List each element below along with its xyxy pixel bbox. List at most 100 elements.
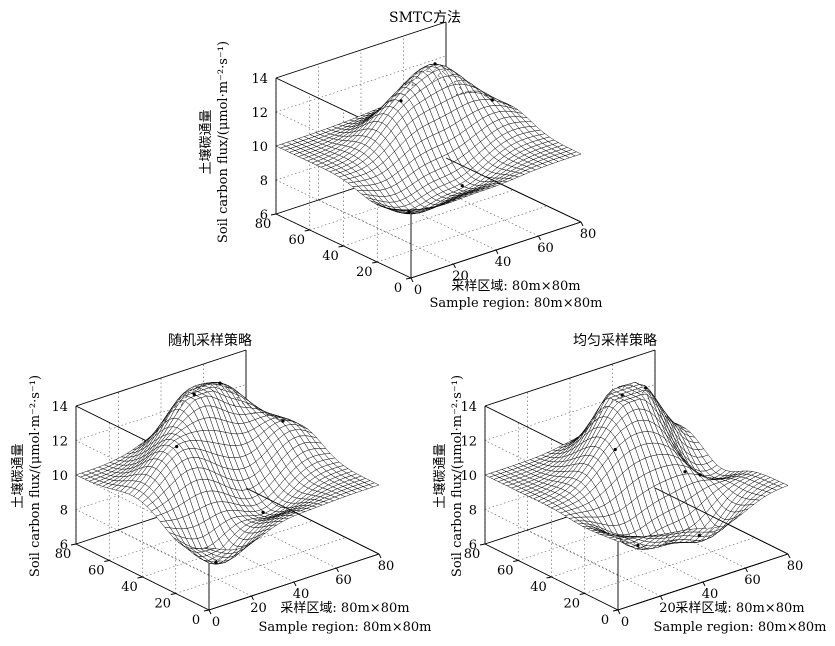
x-tick-label: 60 (335, 573, 352, 588)
axis-box-edge (445, 157, 582, 223)
z-tick-label: 8 (60, 504, 68, 519)
sample-point (683, 470, 687, 474)
y-tick (405, 277, 412, 280)
y-tick-label: 40 (121, 580, 138, 595)
y-tick-label: 60 (88, 564, 105, 579)
x-axis-label-cn: 采样区域: 80m×80m (451, 279, 580, 294)
y-tick-label: 80 (255, 217, 272, 232)
sample-point (261, 510, 265, 514)
z-axis-label: 土壤碳通量 Soil carbon flux/(μmol·m⁻²·s⁻¹) (198, 41, 231, 243)
surface-mesh (484, 381, 789, 550)
x-tick-label: 80 (580, 227, 597, 242)
y-tick-label: 20 (154, 597, 171, 612)
sample-point (460, 184, 464, 188)
z-axis-label-cn: 土壤碳通量 (432, 443, 448, 508)
z-tick-label: 14 (251, 72, 268, 87)
y-tick (372, 261, 378, 264)
grid-line (527, 529, 661, 597)
z-tick-label: 14 (51, 400, 68, 415)
x-tick (745, 567, 748, 573)
axis-box-edge (275, 21, 447, 79)
sample-point (407, 210, 411, 214)
y-tick-label: 20 (563, 597, 580, 612)
y-tick (513, 560, 519, 562)
y-tick (546, 576, 552, 579)
x-axis-label-en: Sample region: 80m×80m (258, 620, 431, 635)
y-tick (104, 560, 110, 562)
sample-point (644, 386, 648, 390)
sample-point (192, 392, 196, 397)
y-tick-label: 40 (530, 580, 547, 595)
grid-line (318, 199, 454, 265)
z-axis-label-en: Soil carbon flux/(μmol·m⁻²·s⁻¹) (28, 375, 43, 577)
z-axis-label: 土壤碳通量 Soil carbon flux/(μmol·m⁻²·s⁻¹) (432, 375, 465, 577)
sample-point (214, 560, 218, 565)
x-tick-label: 40 (702, 587, 719, 602)
x-tick-label: 20 (452, 269, 469, 284)
z-axis-label-en: Soil carbon flux/(μmol·m⁻²·s⁻¹) (450, 375, 465, 577)
y-tick (579, 593, 585, 595)
z-tick-label: 14 (460, 400, 477, 415)
x-tick-label: 60 (537, 241, 554, 256)
sample-point (613, 447, 617, 452)
y-tick-label: 0 (192, 613, 200, 628)
x-tick-label: 20 (250, 601, 267, 616)
x-axis-label-cn: 采样区域: 80m×80m (280, 601, 409, 616)
sample-point (218, 381, 222, 385)
x-tick (617, 609, 621, 615)
y-tick (170, 593, 176, 595)
x-tick-label: 0 (621, 615, 629, 630)
x-axis-label-en: Sample region: 80m×80m (653, 620, 826, 635)
sample-point (281, 419, 285, 423)
z-tick-label: 12 (460, 435, 477, 450)
mesh-cell (570, 151, 582, 157)
grid-line (75, 509, 210, 576)
y-tick-label: 80 (464, 547, 481, 562)
x-tick-label: 0 (212, 615, 220, 630)
z-tick-label: 10 (460, 469, 477, 484)
z-tick-label: 8 (469, 504, 477, 519)
y-tick-label: 40 (322, 249, 339, 264)
grid-line (569, 515, 704, 583)
grid-line (118, 529, 252, 597)
z-tick-label: 10 (51, 469, 68, 484)
x-tick-label: 40 (293, 587, 310, 602)
grid-line (377, 205, 548, 263)
x-tick-label: 20 (659, 601, 676, 616)
z-axis-label-cn: 土壤碳通量 (198, 109, 214, 174)
mesh-cell (777, 483, 789, 488)
axis-box-edge (245, 487, 380, 555)
x-tick-label: 60 (744, 573, 761, 588)
y-tick (612, 609, 619, 612)
x-axis-label-en: Sample region: 80m×80m (429, 296, 602, 311)
x-tick (495, 249, 499, 255)
z-tick-label: 12 (51, 435, 68, 450)
y-tick (203, 609, 210, 612)
plot-title: SMTC方法 (389, 10, 461, 26)
z-axis-label-cn: 土壤碳通量 (10, 443, 26, 508)
grid-line (584, 537, 755, 594)
surface-mesh (275, 63, 582, 215)
grid-line (612, 501, 746, 569)
x-tick (251, 595, 254, 601)
y-tick-label: 0 (601, 613, 609, 628)
x-tick-label: 80 (378, 559, 395, 574)
x-tick (208, 609, 212, 615)
grid-line (484, 509, 619, 576)
z-tick-label: 6 (60, 538, 68, 553)
z-tick-label: 8 (260, 174, 268, 189)
plot-title: 均匀采样策略 (573, 332, 657, 349)
plot-title: 随机采样策略 (168, 332, 252, 349)
x-tick (336, 567, 339, 573)
grid-line (160, 515, 295, 583)
x-tick-label: 40 (495, 255, 512, 270)
z-axis-label-en: Soil carbon flux/(μmol·m⁻²·s⁻¹) (216, 41, 231, 243)
x-tick (410, 277, 414, 283)
axis-box-edge (654, 487, 789, 555)
y-tick-label: 0 (394, 281, 402, 296)
y-tick-label: 20 (356, 265, 373, 280)
grid-line (203, 501, 337, 569)
y-tick (479, 543, 486, 546)
